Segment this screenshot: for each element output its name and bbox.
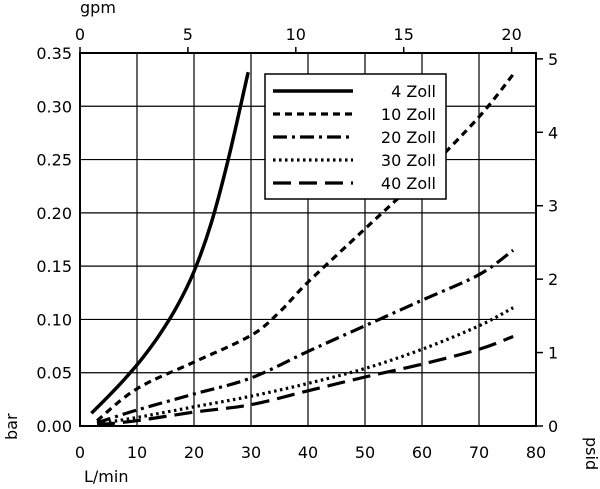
series-line-5 [96,334,514,427]
x-tick-label: 0 [75,443,85,462]
tick-labels: 0 10 20 30 40 50 60 70 800.000.050.100.150.200.2… [36,25,558,462]
x-tick-label: 10 [127,443,147,462]
y2-tick-label: 0 [548,417,558,436]
legend-label: 4 Zoll [391,82,436,101]
series-line-4 [96,306,514,426]
y2-axis-title: psid [582,437,600,470]
y-tick-label: 0.10 [36,310,72,329]
legend-label: 40 Zoll [381,174,436,193]
x-axis-title: L/min [84,467,128,486]
series-layer [90,71,515,427]
y-tick-label: 0.30 [36,97,72,116]
x-tick-label: 40 [298,443,318,462]
y2-tick-label: 3 [548,197,558,216]
x-tick-label: 70 [469,443,489,462]
y2-tick-label: 2 [548,270,558,289]
series-line-1 [90,71,250,415]
x-tick-label: 30 [241,443,261,462]
x2-tick-label: 10 [286,25,306,44]
legend-label: 10 Zoll [381,105,436,124]
y-tick-label: 0.00 [36,417,72,436]
y-tick-label: 0.25 [36,151,72,170]
x-tick-label: 80 [526,443,546,462]
y-tick-label: 0.35 [36,44,72,63]
x2-tick-label: 0 [75,25,85,44]
y-tick-label: 0.05 [36,364,72,383]
y-tick-label: 0.20 [36,204,72,223]
y2-tick-label: 4 [548,123,558,142]
legend-label: 20 Zoll [381,128,436,147]
legend: 4 Zoll 10 Zoll 20 Zoll 30 Zoll 40 Zoll [264,73,447,200]
y2-tick-label: 5 [548,50,558,69]
x2-axis-title: gpm [80,0,116,17]
x-tick-label: 60 [412,443,432,462]
series-line-3 [96,248,515,425]
legend-label: 30 Zoll [381,151,436,170]
legend-box [264,73,447,200]
y2-tick-label: 1 [548,344,558,363]
x2-tick-label: 15 [394,25,414,44]
x2-tick-label: 5 [183,25,193,44]
x2-tick-label: 20 [501,25,521,44]
plot-frame [79,52,537,427]
y-tick-label: 0.15 [36,257,72,276]
x-tick-label: 50 [355,443,375,462]
series-line-2 [96,73,515,422]
y-axis-title: bar [2,413,21,440]
x-tick-label: 20 [184,443,204,462]
